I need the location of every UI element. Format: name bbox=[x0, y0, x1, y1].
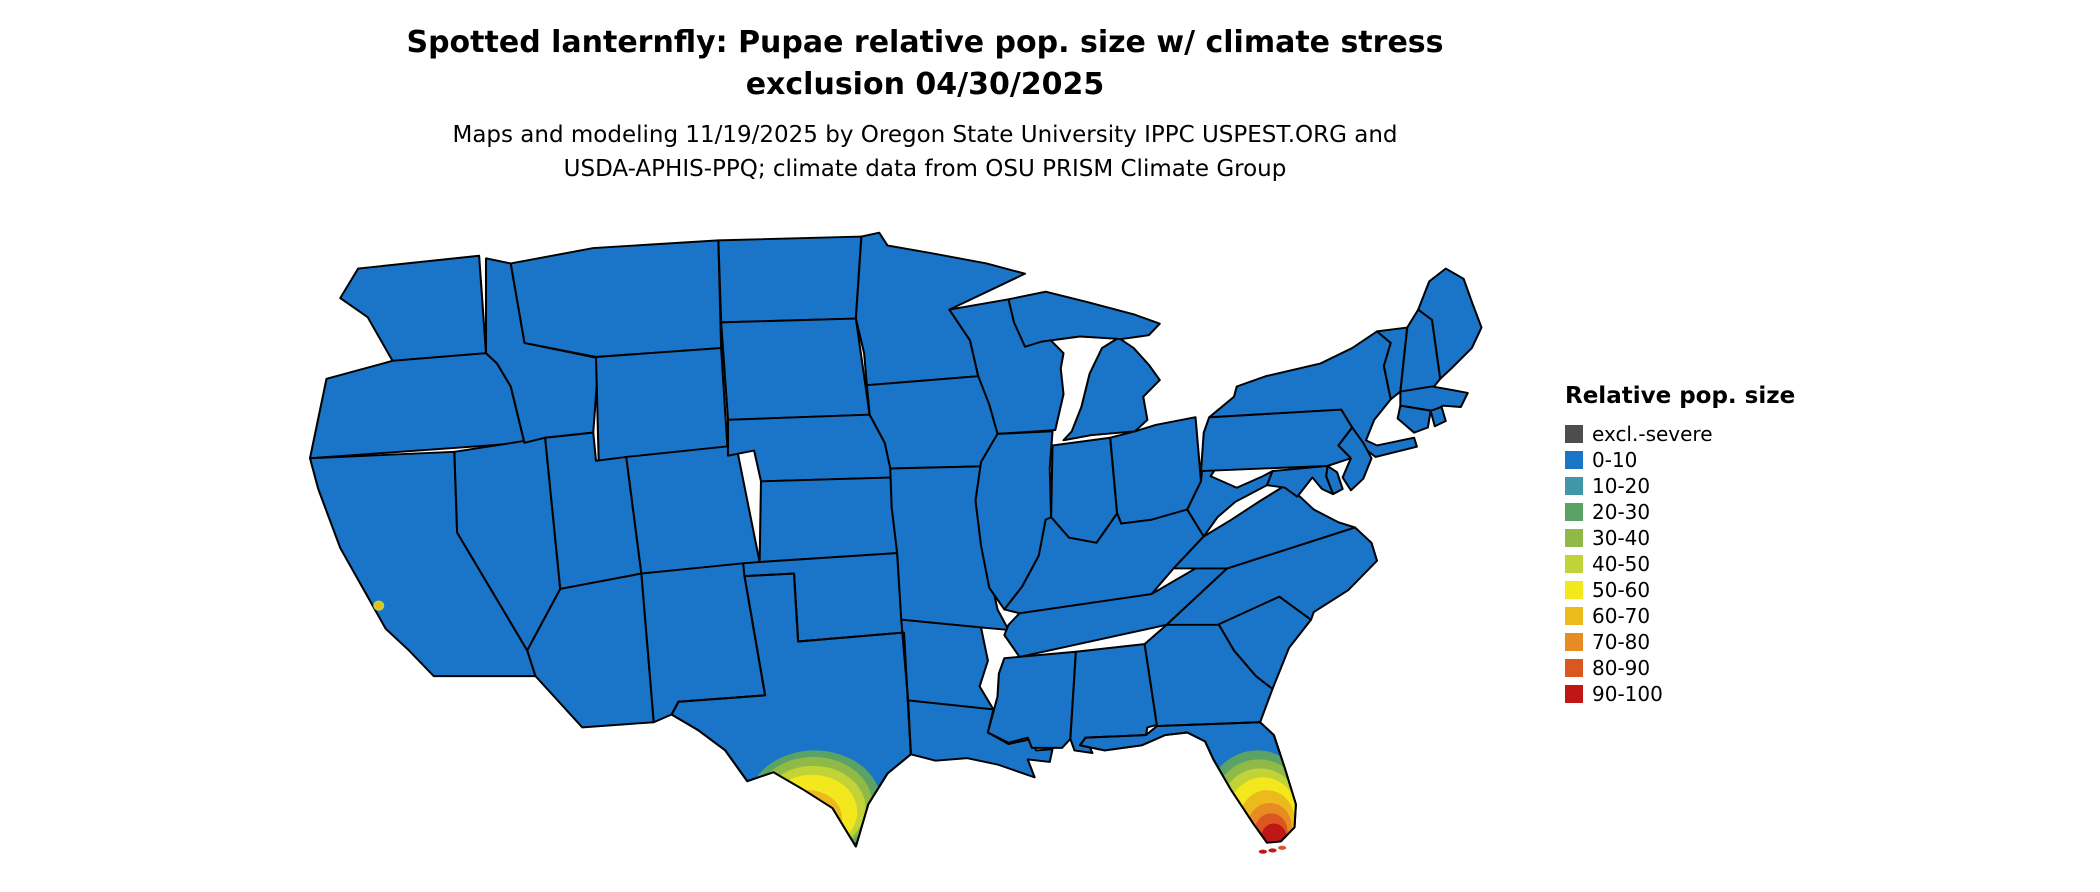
state-north-dakota bbox=[717, 235, 863, 324]
legend-item-excl.-severe: excl.-severe bbox=[1565, 421, 1795, 447]
legend-item-20-30: 20-30 bbox=[1565, 499, 1795, 525]
legend-label: 90-100 bbox=[1592, 682, 1663, 706]
legend-label: 40-50 bbox=[1592, 552, 1651, 576]
legend-swatch bbox=[1565, 503, 1583, 521]
state-mississippi bbox=[986, 650, 1077, 749]
border-overlays bbox=[670, 572, 1297, 848]
states-layer bbox=[308, 231, 1483, 848]
legend-item-40-50: 40-50 bbox=[1565, 551, 1795, 577]
legend-item-70-80: 70-80 bbox=[1565, 629, 1795, 655]
texas-outline bbox=[670, 572, 912, 848]
legend-swatch bbox=[1565, 451, 1583, 469]
title-line-1: Spotted lanternfly: Pupae relative pop. … bbox=[406, 25, 1444, 60]
legend-item-0-10: 0-10 bbox=[1565, 447, 1795, 473]
hotspot-california-coast bbox=[373, 600, 385, 611]
legend-item-30-40: 30-40 bbox=[1565, 525, 1795, 551]
legend-item-60-70: 60-70 bbox=[1565, 603, 1795, 629]
legend-label: 10-20 bbox=[1592, 474, 1651, 498]
hotspot-texas bbox=[748, 750, 881, 847]
state-wyoming bbox=[594, 347, 730, 465]
legend-label: 80-90 bbox=[1592, 656, 1651, 680]
florida-outline bbox=[1078, 721, 1297, 844]
legend-swatch bbox=[1565, 581, 1583, 599]
state-connecticut bbox=[1396, 404, 1432, 434]
state-new-jersey bbox=[1337, 426, 1373, 492]
subtitle-line-1: Maps and modeling 11/19/2025 by Oregon S… bbox=[452, 122, 1398, 148]
legend-swatch bbox=[1565, 633, 1583, 651]
subtitle-line-2: USDA-APHIS-PPQ; climate data from OSU PR… bbox=[563, 156, 1287, 182]
legend-title: Relative pop. size bbox=[1565, 383, 1796, 409]
state-kansas bbox=[758, 476, 899, 564]
state-south-dakota bbox=[720, 317, 871, 421]
legend-swatch bbox=[1565, 607, 1583, 625]
legend-item-90-100: 90-100 bbox=[1565, 681, 1795, 707]
state-north-carolina bbox=[1165, 526, 1379, 626]
state-oregon bbox=[308, 352, 526, 460]
state-maine bbox=[1417, 267, 1483, 380]
legend-item-50-60: 50-60 bbox=[1565, 577, 1795, 603]
state-pennsylvania bbox=[1199, 408, 1354, 473]
figure-title: Spotted lanternfly: Pupae relative pop. … bbox=[0, 22, 1850, 106]
legend-swatch bbox=[1565, 685, 1583, 703]
state-washington bbox=[339, 254, 488, 362]
hotspot-florida bbox=[1206, 750, 1296, 843]
legend-swatch bbox=[1565, 425, 1583, 443]
legend-swatch bbox=[1565, 659, 1583, 677]
legend: Relative pop. size excl.-severe 0-10 10-20… bbox=[1565, 383, 1795, 707]
legend-label: 20-30 bbox=[1592, 500, 1651, 524]
legend-label: excl.-severe bbox=[1592, 422, 1713, 446]
legend-label: 70-80 bbox=[1592, 630, 1651, 654]
state-colorado bbox=[625, 444, 761, 575]
legend-label: 60-70 bbox=[1592, 604, 1651, 628]
legend-label: 50-60 bbox=[1592, 578, 1651, 602]
legend-swatch bbox=[1565, 529, 1583, 547]
florida-keys bbox=[1258, 845, 1287, 854]
state-michigan-upper bbox=[1007, 290, 1161, 348]
state-maryland bbox=[1265, 464, 1335, 498]
legend-label: 30-40 bbox=[1592, 526, 1651, 550]
state-montana bbox=[509, 239, 723, 358]
legend-item-10-20: 10-20 bbox=[1565, 473, 1795, 499]
legend-item-80-90: 80-90 bbox=[1565, 655, 1795, 681]
state-arkansas bbox=[900, 618, 995, 711]
state-rhode-island bbox=[1429, 406, 1447, 428]
legend-swatch bbox=[1565, 477, 1583, 495]
state-michigan-lower bbox=[1062, 336, 1161, 442]
state-kentucky bbox=[1003, 508, 1205, 615]
legend-items: excl.-severe 0-10 10-20 20-30 30-40 40-50 50-6… bbox=[1565, 421, 1795, 707]
us-map bbox=[308, 231, 1483, 854]
legend-swatch bbox=[1565, 555, 1583, 573]
state-nebraska bbox=[726, 413, 896, 483]
figure-subtitle: Maps and modeling 11/19/2025 by Oregon S… bbox=[0, 118, 1850, 186]
state-virginia bbox=[1172, 485, 1357, 570]
legend-label: 0-10 bbox=[1592, 448, 1638, 472]
title-line-2: exclusion 04/30/2025 bbox=[745, 67, 1105, 102]
